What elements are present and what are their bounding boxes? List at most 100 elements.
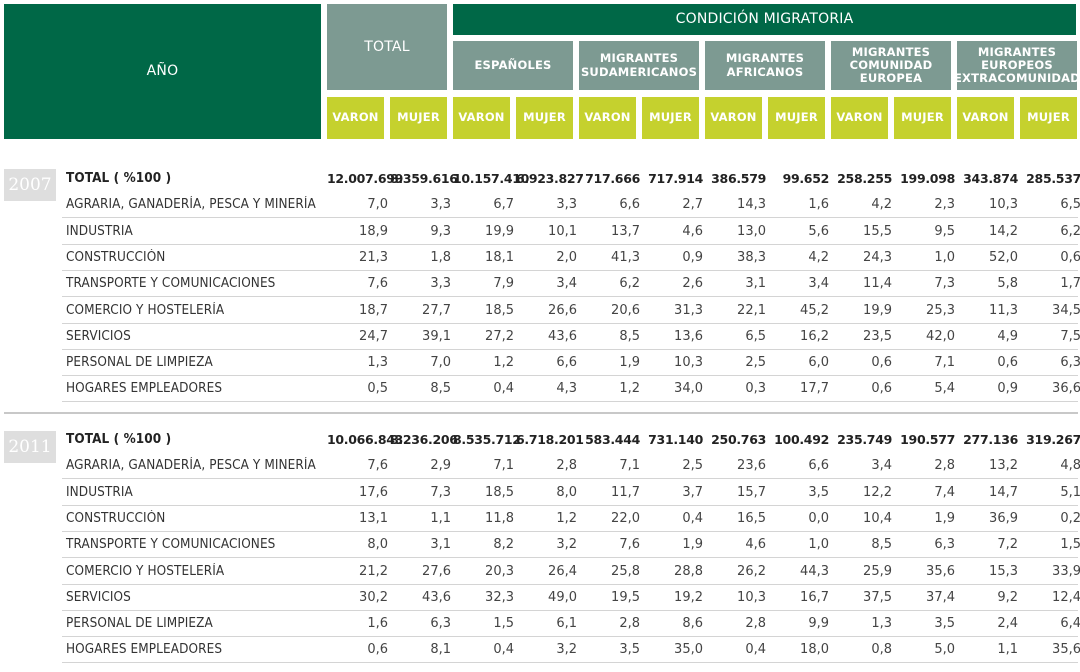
cell-value: 3,1 (430, 537, 451, 553)
header-varon: VARON (957, 97, 1014, 139)
cell-value: 8,0 (556, 484, 577, 500)
cell-value: 277.136 (963, 432, 1018, 447)
cell-value: 8,1 (430, 642, 451, 658)
cell-value: 250.763 (711, 432, 766, 447)
cell-value: 21,3 (359, 249, 388, 265)
cell-value: 0,0 (808, 510, 829, 526)
cell-value: 2,9 (430, 458, 451, 474)
cell-value: 6.718.201 (516, 432, 584, 447)
cell-value: 2,8 (619, 616, 640, 632)
cell-value: 8.359.616 (390, 171, 458, 186)
header-varon: VARON (453, 97, 510, 139)
cell-value: 3,4 (808, 276, 829, 292)
cell-value: 10.066.843 (327, 432, 404, 447)
cell-value: 6,2 (619, 276, 640, 292)
cell-value: 3,7 (682, 484, 703, 500)
cell-value: 32,3 (485, 589, 514, 605)
cell-value: 6,1 (556, 616, 577, 632)
cell-value: 34,5 (1052, 302, 1080, 318)
cell-value: 12,2 (863, 484, 892, 500)
row-label: SERVICIOS (66, 328, 131, 344)
cell-value: 3,5 (934, 616, 955, 632)
cell-value: 9,5 (934, 223, 955, 239)
cell-value: 7,1 (934, 355, 955, 371)
header-group-1: ESPAÑOLES (453, 41, 573, 90)
cell-value: 12.007.699 (327, 171, 404, 186)
cell-value: 19,5 (611, 589, 640, 605)
table-row: HOGARES EMPLEADORES 0,6 8,1 0,4 3,2 3,5 35,0 0,… (62, 637, 1080, 664)
row-label: TRANSPORTE Y COMUNICACIONES (66, 276, 276, 292)
cell-value: 2,0 (556, 249, 577, 265)
cell-value: 3,2 (556, 642, 577, 658)
cell-value: 17,7 (800, 381, 829, 397)
cell-value: 35,6 (1052, 642, 1080, 658)
cell-value: 2,7 (682, 197, 703, 213)
cell-value: 22,1 (737, 302, 766, 318)
cell-value: 5,6 (808, 223, 829, 239)
cell-value: 26,6 (548, 302, 577, 318)
cell-value: 1,6 (808, 197, 829, 213)
cell-value: 35,6 (926, 563, 955, 579)
row-label: CONSTRUCCIÓN (66, 510, 166, 526)
row-label: TOTAL ( %100 ) (66, 432, 172, 447)
cell-value: 1,3 (367, 355, 388, 371)
cell-value: 3,3 (430, 197, 451, 213)
cell-value: 285.537 (1026, 171, 1080, 186)
cell-value: 8,5 (430, 381, 451, 397)
cell-value: 15,5 (863, 223, 892, 239)
cell-value: 14,3 (737, 197, 766, 213)
cell-value: 100.492 (774, 432, 829, 447)
cell-value: 34,0 (674, 381, 703, 397)
cell-value: 31,3 (674, 302, 703, 318)
cell-value: 45,2 (800, 302, 829, 318)
cell-value: 27,6 (422, 563, 451, 579)
cell-value: 19,2 (674, 589, 703, 605)
cell-value: 25,9 (863, 563, 892, 579)
cell-value: 6,6 (619, 197, 640, 213)
cell-value: 6,0 (808, 355, 829, 371)
cell-value: 3,5 (619, 642, 640, 658)
cell-value: 42,0 (926, 328, 955, 344)
cell-value: 6,5 (1060, 197, 1080, 213)
header-varon: VARON (831, 97, 888, 139)
cell-value: 0,6 (1060, 249, 1080, 265)
cell-value: 9,9 (808, 616, 829, 632)
cell-value: 35,0 (674, 642, 703, 658)
cell-value: 2,3 (934, 197, 955, 213)
cell-value: 13,2 (989, 458, 1018, 474)
cell-value: 1,5 (493, 616, 514, 632)
cell-value: 717.666 (585, 171, 640, 186)
cell-value: 39,1 (422, 328, 451, 344)
header-group-2: MIGRANTES SUDAMERICANOS (579, 41, 699, 90)
cell-value: 4,6 (682, 223, 703, 239)
cell-value: 15,3 (989, 563, 1018, 579)
cell-value: 18,0 (800, 642, 829, 658)
cell-value: 7,6 (367, 276, 388, 292)
cell-value: 5,8 (997, 276, 1018, 292)
cell-value: 2,6 (682, 276, 703, 292)
cell-value: 11,3 (989, 302, 1018, 318)
cell-value: 6,4 (1060, 616, 1080, 632)
row-label: INDUSTRIA (66, 484, 133, 500)
cell-value: 6,6 (808, 458, 829, 474)
cell-value: 16,5 (737, 510, 766, 526)
cell-value: 717.914 (648, 171, 703, 186)
cell-value: 16,7 (800, 589, 829, 605)
cell-value: 3,4 (556, 276, 577, 292)
cell-value: 36,9 (989, 510, 1018, 526)
cell-value: 8,2 (493, 537, 514, 553)
cell-value: 23,5 (863, 328, 892, 344)
cell-value: 10,3 (989, 197, 1018, 213)
cell-value: 13,6 (674, 328, 703, 344)
cell-value: 12,4 (1052, 589, 1080, 605)
cell-value: 11,7 (611, 484, 640, 500)
cell-value: 41,3 (611, 249, 640, 265)
cell-value: 5,1 (1060, 484, 1080, 500)
table-row: HOGARES EMPLEADORES 0,5 8,5 0,4 4,3 1,2 34,0 0,… (62, 376, 1080, 403)
cell-value: 0,4 (493, 642, 514, 658)
cell-value: 19,9 (863, 302, 892, 318)
cell-value: 26,4 (548, 563, 577, 579)
cell-value: 3,3 (430, 276, 451, 292)
cell-value: 2,4 (997, 616, 1018, 632)
header-mujer: MUJER (642, 97, 699, 139)
